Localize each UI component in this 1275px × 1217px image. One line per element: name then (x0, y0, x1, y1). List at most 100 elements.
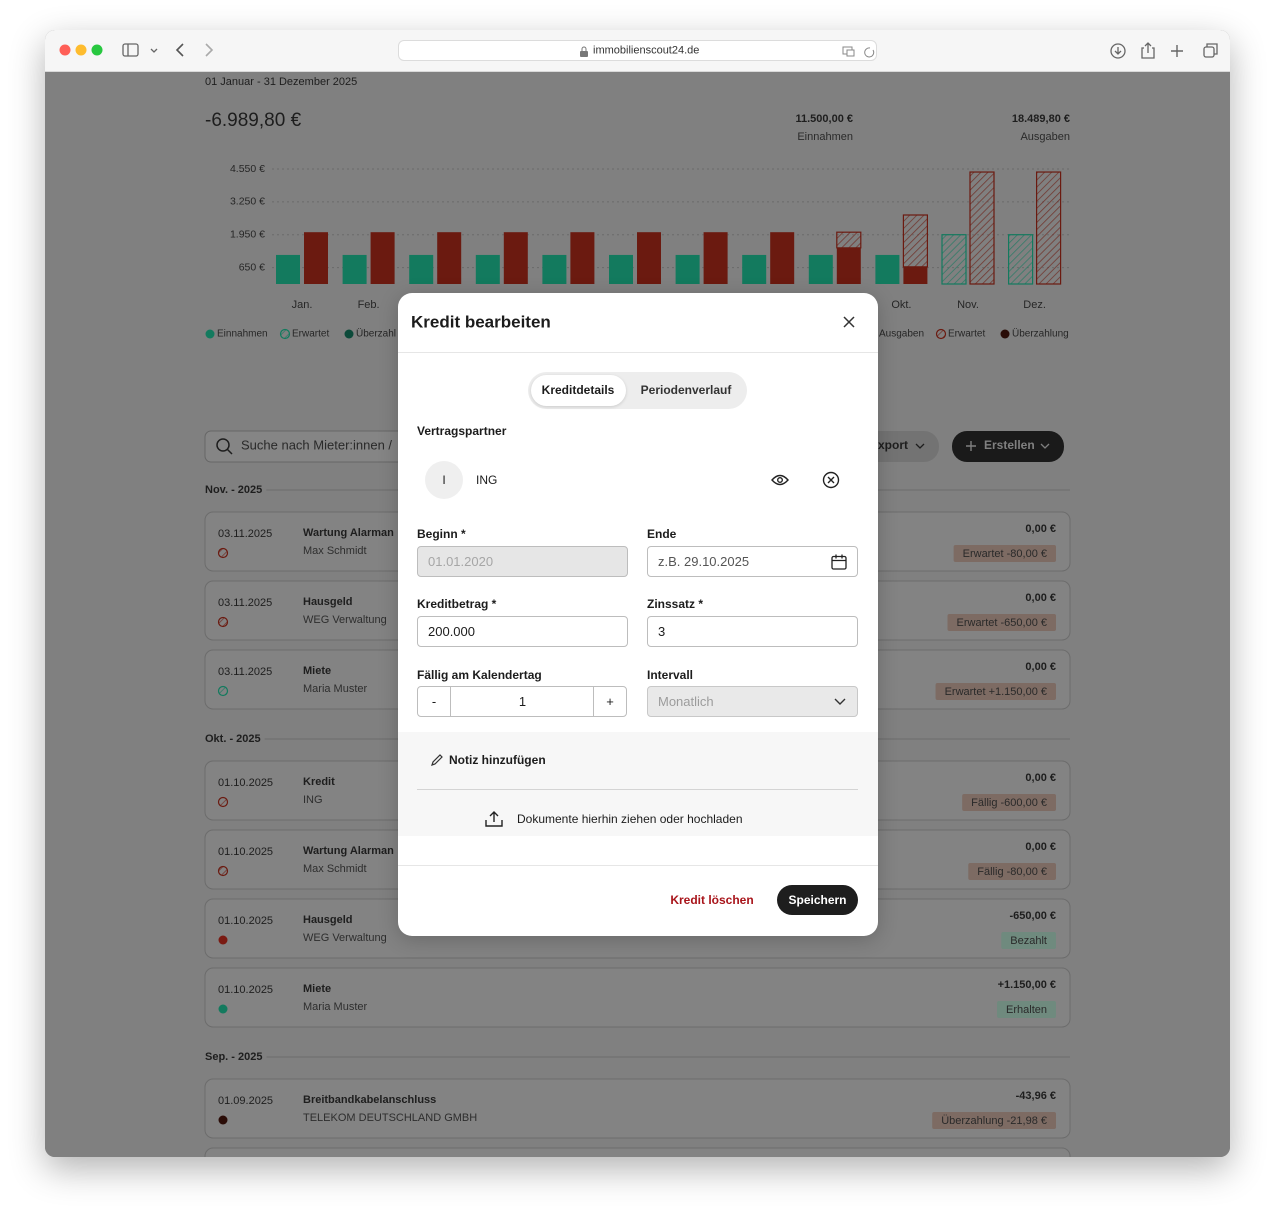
url-actions (842, 46, 875, 58)
row-date: 01.10.2025 (218, 915, 273, 927)
y-tick-label: 3.250 € (230, 196, 265, 208)
tab-label[interactable]: Periodenverlauf (640, 383, 732, 397)
bar (903, 266, 928, 284)
add-note[interactable]: Notiz hinzufügen (449, 753, 546, 767)
end-input[interactable]: z.B. 29.10.2025 (647, 546, 858, 577)
x-tick-label: Dez. (1023, 299, 1046, 311)
minimize-button[interactable] (75, 44, 87, 56)
save-button[interactable]: Speichern (777, 885, 858, 915)
view-icon[interactable] (771, 474, 789, 486)
remove-icon[interactable] (822, 471, 840, 489)
new-tab-button[interactable] (1171, 45, 1183, 57)
rate-input[interactable]: 3 (647, 616, 858, 647)
begin-input: 01.01.2020 (417, 546, 628, 577)
search-placeholder: Suche nach Mieter:innen / (241, 437, 392, 452)
partner-initial: I (442, 473, 446, 487)
row-title: Miete (303, 665, 331, 677)
tabs-button[interactable] (1203, 43, 1218, 58)
search-icon (216, 438, 233, 455)
field-label: Fällig am Kalendertag (417, 668, 542, 682)
row-title: Wartung Alarman (303, 527, 394, 539)
transaction-row (204, 1147, 1071, 1157)
x-tick-label: Nov. (957, 299, 979, 311)
create-button[interactable] (952, 431, 1064, 462)
field-label: Zinssatz * (647, 597, 704, 611)
period: 01 Januar - 31 Dezember 2025 (205, 76, 357, 88)
status-pill (968, 863, 1056, 880)
legend-label: Einnahmen (217, 329, 268, 340)
field-label: Kreditbetrag * (417, 597, 497, 611)
begin-value: 01.01.2020 (428, 554, 494, 569)
row-title: Breitbandkabelanschluss (303, 1094, 436, 1106)
status-pill (932, 1112, 1056, 1129)
legend-label: Ausgaben (879, 329, 924, 340)
interval-value: Monatlich (658, 694, 714, 709)
bar (542, 254, 567, 284)
tab-active[interactable] (531, 375, 626, 406)
create-chevron (1040, 443, 1050, 449)
row-status-icon (218, 1004, 228, 1014)
transaction-row[interactable] (204, 1078, 1071, 1139)
status-pill (1001, 932, 1056, 949)
field-label: Beginn * (417, 527, 466, 541)
decrement-label: - (431, 694, 437, 709)
back-button[interactable] (175, 43, 184, 57)
amount-value: 200.000 (428, 624, 475, 639)
status-pill (997, 1001, 1056, 1018)
delete-button[interactable]: Kredit löschen (670, 893, 754, 907)
row-date: 03.11.2025 (218, 666, 272, 678)
row-title: Hausgeld (303, 596, 353, 608)
group-label: Nov. - 2025 (205, 484, 262, 496)
url-bar[interactable]: immobilienscout24.de (398, 40, 877, 61)
expenses-amount: 18.489,80 € (1012, 113, 1070, 125)
row-amount: 0,00 € (1025, 841, 1056, 853)
zoom-button[interactable] (91, 44, 103, 56)
upload-hint[interactable]: Dokumente hierhin ziehen oder hochladen (517, 812, 743, 826)
bar (276, 254, 300, 284)
tab-label: Kreditdetails (541, 383, 615, 397)
increment-label: + (606, 694, 614, 709)
row-amount: 0,00 € (1025, 661, 1056, 673)
row-status-icon (217, 796, 229, 808)
partner-avatar (425, 461, 463, 499)
close-button[interactable] (59, 44, 71, 56)
status-label: Erhalten (1006, 1004, 1047, 1016)
day-stepper: - 1 + (417, 686, 627, 717)
income-label: Einnahmen (797, 131, 853, 143)
amount-input[interactable]: 200.000 (417, 616, 628, 647)
divider (417, 789, 858, 790)
url-text: immobilienscout24.de (593, 44, 700, 57)
download-button[interactable] (1110, 43, 1126, 59)
transaction-row[interactable] (204, 967, 1071, 1028)
increment-button[interactable]: + (593, 687, 626, 716)
share-button[interactable] (1141, 42, 1155, 59)
bar (836, 231, 862, 249)
bar (370, 232, 395, 284)
partner-label: Vertragspartner (417, 424, 507, 438)
end-placeholder: z.B. 29.10.2025 (658, 554, 750, 569)
row-date: 03.11.2025 (218, 597, 272, 609)
bar (675, 254, 700, 284)
bar (770, 232, 795, 284)
field-label: Intervall (647, 668, 694, 682)
row-date: 01.10.2025 (218, 846, 273, 858)
decrement-button[interactable]: - (418, 687, 451, 716)
status-label: Erwartet +1.150,00 € (945, 686, 1047, 698)
modal: Kredit bearbeiten Kreditdetails Perioden… (398, 293, 878, 936)
modal-title: Kredit bearbeiten (411, 312, 551, 332)
sidebar-button[interactable] (122, 43, 158, 57)
calendar-icon[interactable] (831, 554, 847, 570)
tab-bar: Kreditdetails Periodenverlauf (528, 372, 747, 409)
day-value-box[interactable]: 1 (450, 687, 595, 716)
bar (808, 254, 833, 284)
row-title: Wartung Alarman (303, 845, 394, 857)
legend-label: Überzahlung (1012, 328, 1069, 340)
close-icon[interactable] (842, 315, 856, 329)
balance: -6.989,80 € (205, 110, 302, 131)
field-label: Ende (647, 527, 677, 541)
x-tick-label: Okt. (891, 299, 911, 311)
legend-label: Erwartet (292, 329, 329, 340)
bar (1035, 171, 1062, 285)
forward-button[interactable] (205, 43, 214, 57)
